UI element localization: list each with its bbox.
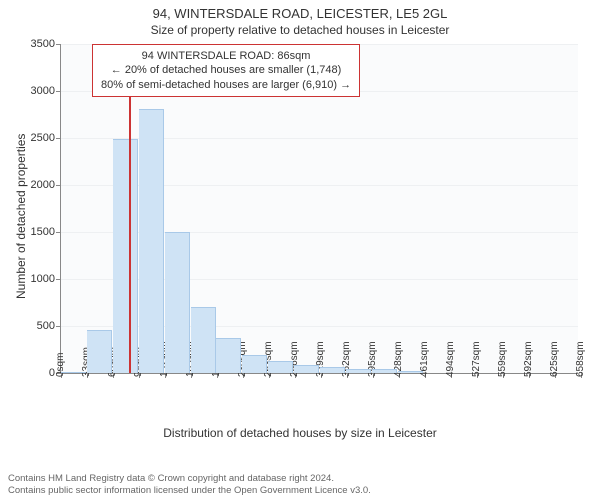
histogram-bar <box>191 307 216 373</box>
info-line-3: 80% of semi-detached houses are larger (… <box>101 78 351 92</box>
page-title: 94, WINTERSDALE ROAD, LEICESTER, LE5 2GL <box>0 0 600 21</box>
ytick-label: 500 <box>37 320 55 332</box>
histogram-bar <box>398 371 423 373</box>
ytick-mark <box>56 138 61 139</box>
ytick-label: 2500 <box>31 132 55 144</box>
ytick-mark <box>56 185 61 186</box>
histogram-bar <box>372 369 397 373</box>
histogram-bar <box>61 372 86 373</box>
histogram-bar <box>216 338 241 373</box>
xtick-label: 658sqm <box>575 341 586 377</box>
ytick-mark <box>56 44 61 45</box>
xtick-label: 592sqm <box>523 341 534 377</box>
histogram-bar <box>87 330 112 373</box>
xtick-label: 0sqm <box>55 353 66 377</box>
ytick-mark <box>56 232 61 233</box>
xtick-label: 494sqm <box>445 341 456 377</box>
x-axis-label: Distribution of detached houses by size … <box>0 426 600 440</box>
histogram-bar <box>268 361 293 373</box>
y-axis-label: Number of detached properties <box>14 134 28 299</box>
attribution-line-2: Contains public sector information licen… <box>8 485 371 496</box>
ytick-label: 1500 <box>31 226 55 238</box>
xtick-label: 559sqm <box>497 341 508 377</box>
info-line-2: ← 20% of detached houses are smaller (1,… <box>101 63 351 77</box>
ytick-label: 1000 <box>31 273 55 285</box>
page-subtitle: Size of property relative to detached ho… <box>0 21 600 37</box>
histogram-bar <box>113 139 138 373</box>
info-box: 94 WINTERSDALE ROAD: 86sqm ← 20% of deta… <box>92 44 360 97</box>
ytick-label: 3000 <box>31 85 55 97</box>
info-line-1: 94 WINTERSDALE ROAD: 86sqm <box>101 49 351 63</box>
ytick-label: 3500 <box>31 38 55 50</box>
ytick-mark <box>56 326 61 327</box>
ytick-mark <box>56 91 61 92</box>
histogram-bar <box>346 369 371 373</box>
xtick-label: 625sqm <box>549 341 560 377</box>
attribution: Contains HM Land Registry data © Crown c… <box>8 473 371 496</box>
histogram-bar <box>242 355 267 373</box>
histogram-bar <box>165 232 190 373</box>
ytick-label: 2000 <box>31 179 55 191</box>
xtick-label: 527sqm <box>471 341 482 377</box>
histogram-bar <box>320 367 345 373</box>
histogram-bar <box>294 365 319 373</box>
histogram-bar <box>139 109 164 373</box>
attribution-line-1: Contains HM Land Registry data © Crown c… <box>8 473 371 484</box>
ytick-mark <box>56 279 61 280</box>
